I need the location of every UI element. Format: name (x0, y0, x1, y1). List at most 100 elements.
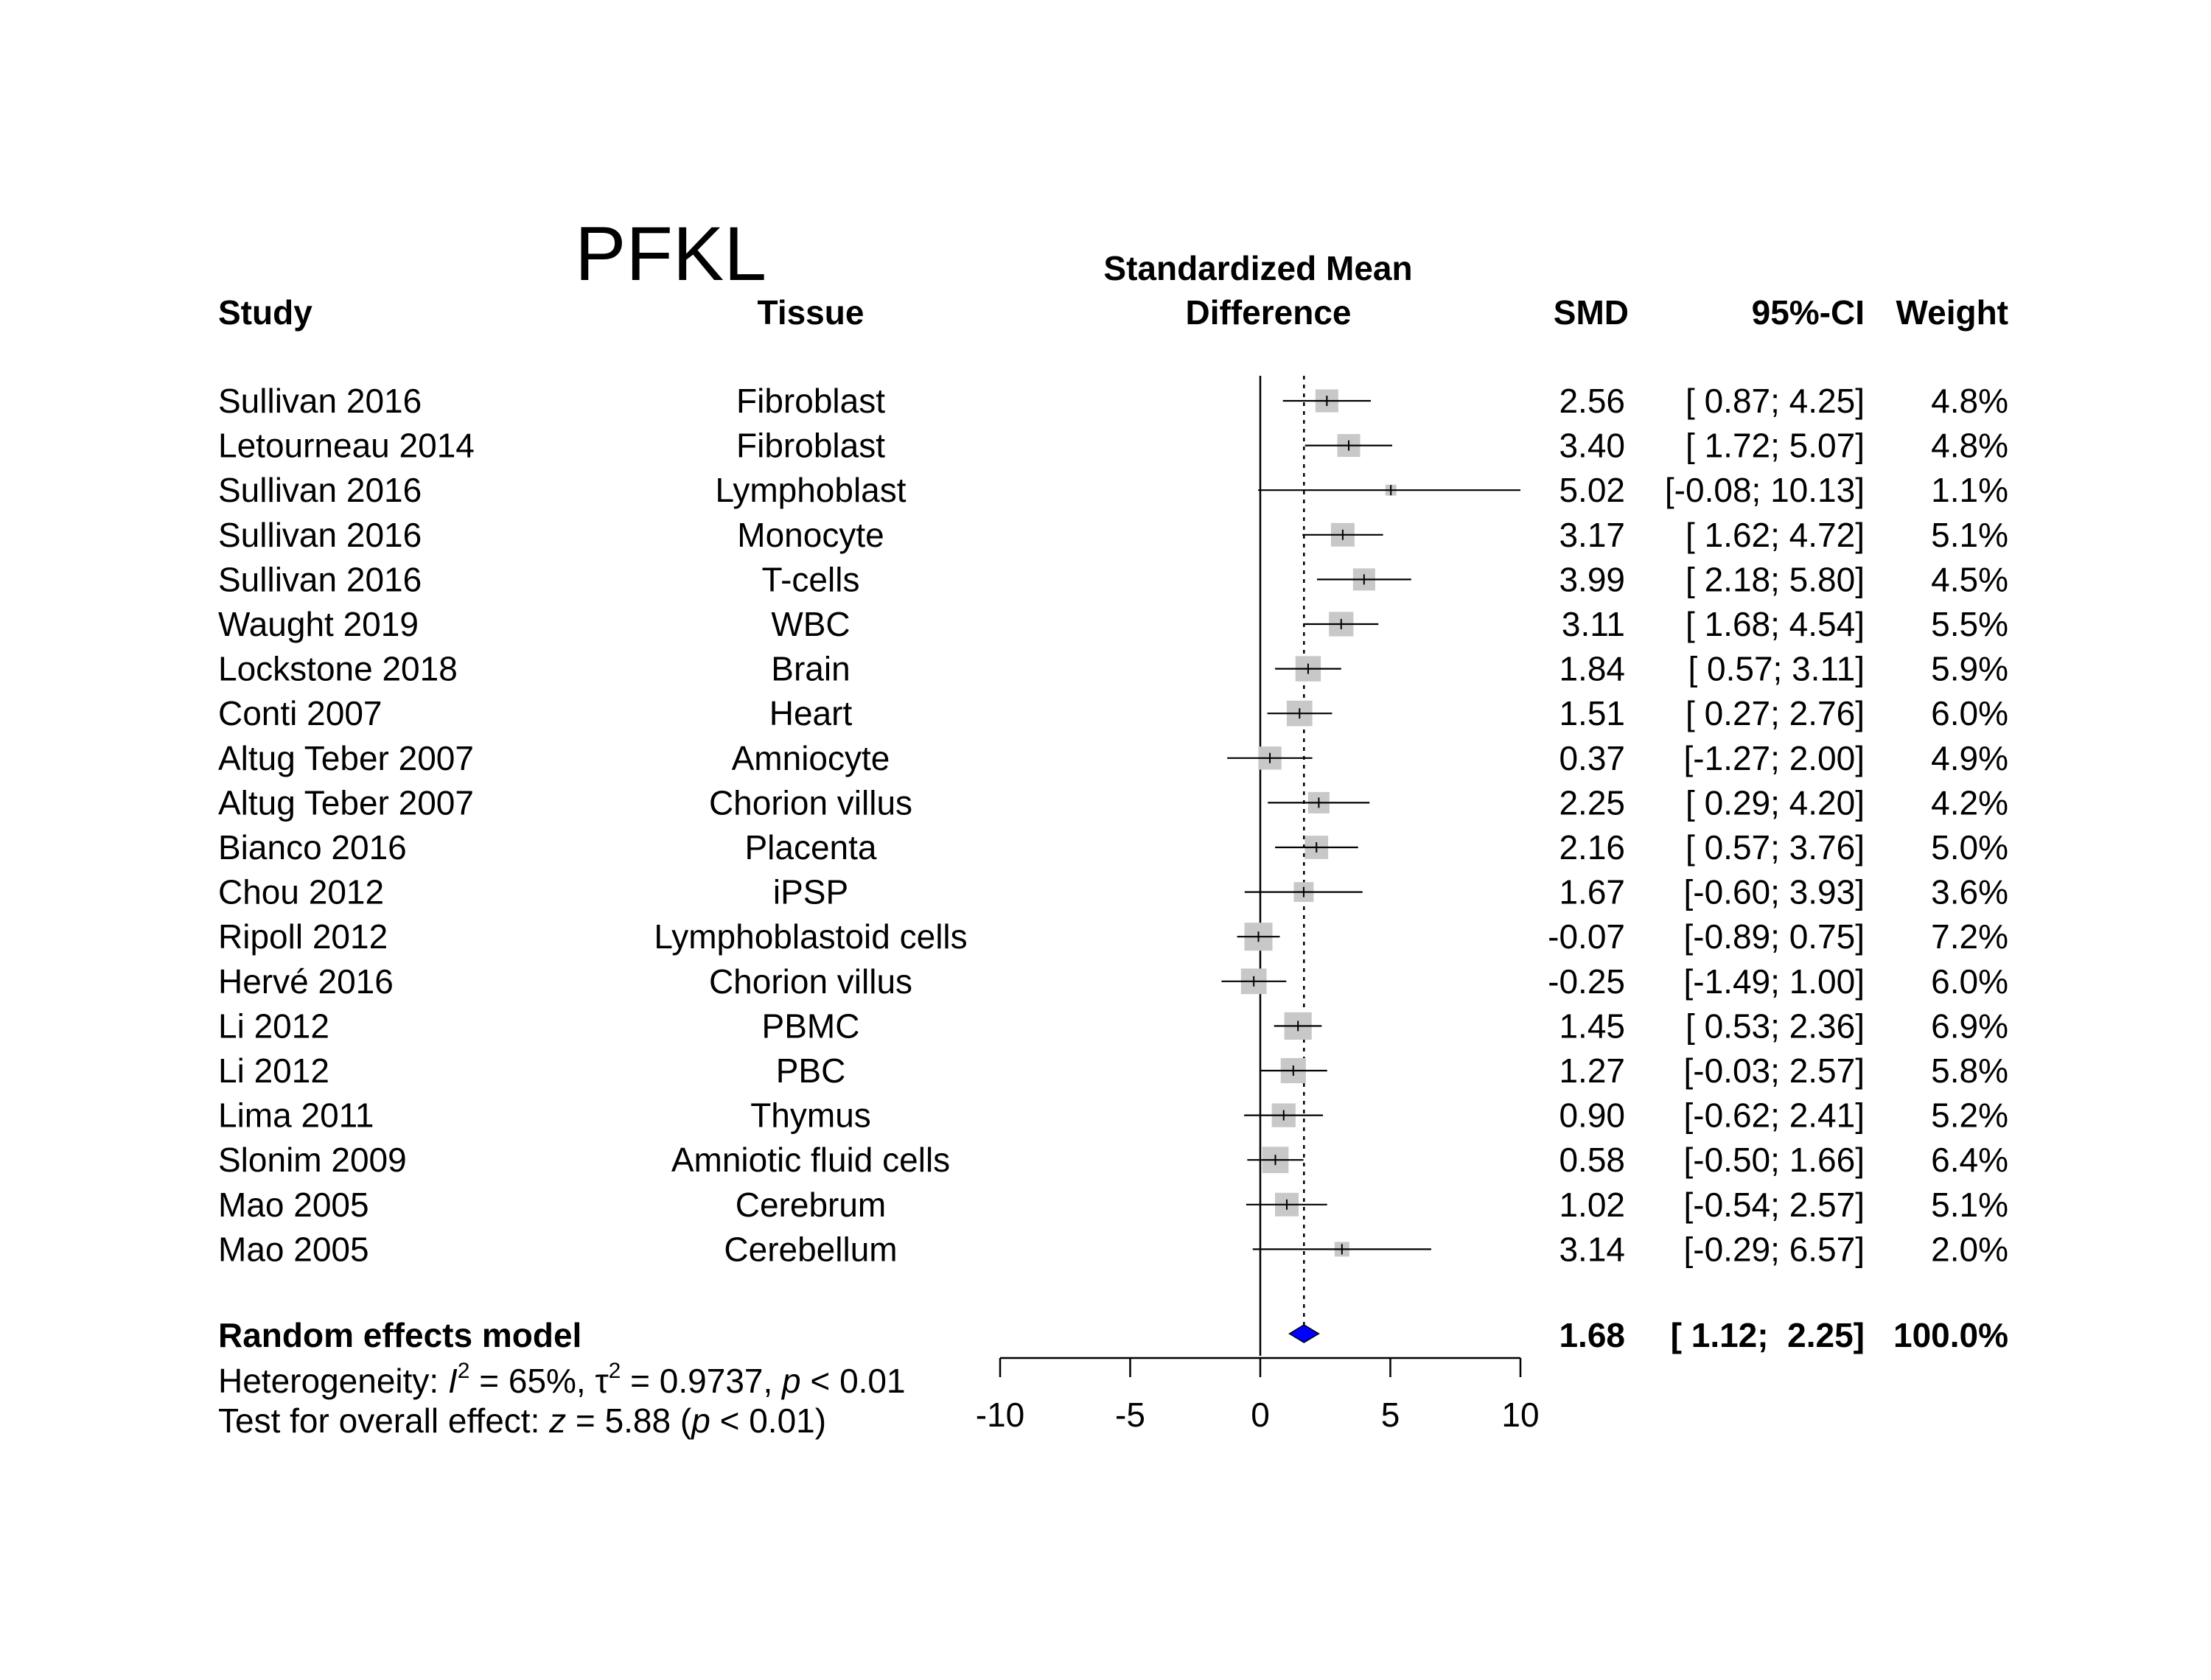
summary-ci: [ 1.12; 2.25] (1671, 1316, 1865, 1354)
header-effect-line1: Standardized Mean (1103, 249, 1412, 287)
header-weight: Weight (1896, 293, 2008, 332)
study-name: Waught 2019 (218, 605, 419, 643)
tissue-label: Lymphoblast (715, 471, 906, 509)
tissue-label: Placenta (744, 828, 876, 867)
weight-value: 5.0% (1931, 828, 2008, 867)
study-name: Altug Teber 2007 (218, 739, 474, 777)
x-tick-label: -5 (1115, 1396, 1145, 1434)
weight-value: 7.2% (1931, 917, 2008, 956)
weight-value: 4.5% (1931, 560, 2008, 598)
weight-value: 5.5% (1931, 605, 2008, 643)
study-name: Lockstone 2018 (218, 650, 458, 688)
ci-value: [-0.60; 3.93] (1684, 873, 1865, 911)
weight-value: 6.9% (1931, 1007, 2008, 1045)
tissue-label: iPSP (773, 873, 848, 911)
tissue-label: Cerebellum (724, 1230, 897, 1268)
plot-area (1221, 376, 1520, 1356)
tissue-label: PBC (776, 1051, 846, 1090)
weight-value: 4.9% (1931, 739, 2008, 777)
smd-value: 3.40 (1559, 427, 1625, 465)
smd-value: 5.02 (1559, 471, 1625, 509)
header-study: Study (218, 293, 312, 332)
summary-label: Random effects model (218, 1316, 581, 1354)
weight-value: 1.1% (1931, 471, 2008, 509)
smd-value: 1.67 (1559, 873, 1625, 911)
weight-value: 6.0% (1931, 962, 2008, 1001)
ci-value: [-1.27; 2.00] (1684, 739, 1865, 777)
x-tick-label: 5 (1381, 1396, 1400, 1434)
header-smd: SMD (1554, 293, 1629, 332)
smd-value: -0.25 (1548, 962, 1625, 1001)
weight-value: 5.1% (1931, 1186, 2008, 1224)
study-name: Ripoll 2012 (218, 917, 388, 956)
ci-value: [-0.03; 2.57] (1684, 1051, 1865, 1090)
summary-smd: 1.68 (1559, 1316, 1625, 1354)
study-name: Li 2012 (218, 1007, 329, 1045)
tissue-label: Monocyte (737, 516, 884, 554)
smd-value: 0.90 (1559, 1096, 1625, 1135)
study-name: Mao 2005 (218, 1230, 369, 1268)
study-name: Hervé 2016 (218, 962, 394, 1001)
ci-value: [ 0.53; 2.36] (1686, 1007, 1865, 1045)
study-name: Bianco 2016 (218, 828, 407, 867)
weight-value: 4.8% (1931, 382, 2008, 420)
study-name: Sullivan 2016 (218, 560, 422, 598)
ci-value: [ 2.18; 5.80] (1686, 560, 1865, 598)
tissue-label: Thymus (750, 1096, 871, 1135)
ci-value: [-0.62; 2.41] (1684, 1096, 1865, 1135)
x-tick-label: 10 (1501, 1396, 1539, 1434)
tissue-label: Fibroblast (736, 382, 885, 420)
weight-value: 5.2% (1931, 1096, 2008, 1135)
header-ci: 95%-CI (1752, 293, 1865, 332)
tissue-label: Chorion villus (709, 783, 912, 822)
ci-value: [ 0.27; 2.76] (1686, 694, 1865, 732)
ci-value: [-0.54; 2.57] (1684, 1186, 1865, 1224)
x-tick-label: -10 (976, 1396, 1024, 1434)
smd-value: 3.14 (1559, 1230, 1625, 1268)
study-name: Letourneau 2014 (218, 427, 475, 465)
tissue-label: Chorion villus (709, 962, 912, 1001)
smd-value: 3.99 (1559, 560, 1625, 598)
study-name: Mao 2005 (218, 1186, 369, 1224)
tissue-label: PBMC (762, 1007, 860, 1045)
smd-value: 0.37 (1559, 739, 1625, 777)
smd-value: 1.45 (1559, 1007, 1625, 1045)
x-axis: -10 -5 0 5 10 (976, 1357, 1540, 1434)
weight-value: 2.0% (1931, 1230, 2008, 1268)
ci-value: [-1.49; 1.00] (1684, 962, 1865, 1001)
tissue-label: Heart (769, 694, 853, 732)
tissue-label: WBC (771, 605, 850, 643)
weight-value: 6.0% (1931, 694, 2008, 732)
ci-value: [-0.08; 10.13] (1665, 471, 1865, 509)
study-name: Li 2012 (218, 1051, 329, 1090)
smd-value: -0.07 (1548, 917, 1625, 956)
tissue-label: T-cells (762, 560, 860, 598)
study-name: Altug Teber 2007 (218, 783, 474, 822)
ci-value: [ 1.62; 4.72] (1686, 516, 1865, 554)
chart-title: PFKL (575, 211, 766, 297)
ci-value: [-0.89; 0.75] (1684, 917, 1865, 956)
heterogeneity-text: Heterogeneity: I2 = 65%, τ2 = 0.9737, p … (218, 1359, 906, 1400)
weight-value: 3.6% (1931, 873, 2008, 911)
tissue-label: Lymphoblastoid cells (654, 917, 967, 956)
smd-value: 1.51 (1559, 694, 1625, 732)
study-name: Sullivan 2016 (218, 382, 422, 420)
smd-value: 3.11 (1562, 605, 1625, 643)
smd-value: 1.27 (1559, 1051, 1625, 1090)
study-name: Conti 2007 (218, 694, 383, 732)
ci-value: [ 0.29; 4.20] (1686, 783, 1865, 822)
smd-value: 3.17 (1559, 516, 1625, 554)
summary-weight: 100.0% (1893, 1316, 2008, 1354)
ci-value: [ 0.87; 4.25] (1686, 382, 1865, 420)
study-name: Sullivan 2016 (218, 471, 422, 509)
tissue-label: Fibroblast (736, 427, 885, 465)
tissue-label: Amniocyte (732, 739, 890, 777)
study-name: Sullivan 2016 (218, 516, 422, 554)
smd-value: 0.58 (1559, 1141, 1625, 1179)
weight-value: 4.2% (1931, 783, 2008, 822)
ci-value: [-0.29; 6.57] (1684, 1230, 1865, 1268)
ci-value: [ 1.68; 4.54] (1686, 605, 1865, 643)
weight-value: 6.4% (1931, 1141, 2008, 1179)
smd-value: 1.02 (1559, 1186, 1625, 1224)
